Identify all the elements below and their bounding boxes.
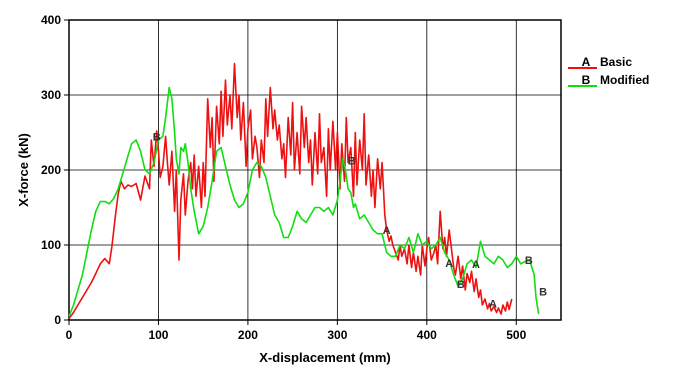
series-marker-label: A: [445, 258, 453, 270]
series-marker-label: A: [489, 299, 497, 311]
x-tick-label: 300: [327, 328, 347, 342]
grid: [69, 20, 561, 320]
y-axis-label: X-force (kN): [16, 133, 31, 207]
x-axis-label: X-displacement (mm): [259, 350, 390, 365]
legend-marker: B: [582, 73, 591, 87]
legend-marker: A: [582, 55, 591, 69]
series-marker-label: B: [153, 131, 161, 143]
series-layer: [68, 62, 540, 319]
axis-ticks: 0 100 200 300 400 500 0 100 200 300 400: [41, 13, 527, 342]
series-marker-label: A: [472, 259, 480, 271]
y-tick-label: 400: [41, 13, 61, 27]
y-tick-label: 100: [41, 238, 61, 252]
series-marker-label: B: [539, 287, 547, 299]
legend: A Basic B Modified: [568, 55, 649, 87]
x-tick-label: 200: [238, 328, 258, 342]
x-tick-label: 0: [66, 328, 73, 342]
y-tick-label: 300: [41, 88, 61, 102]
series-line-basic: [68, 62, 513, 319]
y-tick-label: 0: [54, 313, 61, 327]
series-marker-label: A: [383, 225, 391, 237]
x-tick-label: 100: [148, 328, 168, 342]
series-marker-label: B: [457, 279, 465, 291]
series-marker-label: B: [525, 255, 533, 267]
series-line-modified: [68, 86, 540, 317]
x-tick-label: 500: [506, 328, 526, 342]
legend-label: Basic: [600, 55, 632, 69]
series-marker-label: B: [348, 155, 356, 167]
x-tick-label: 400: [417, 328, 437, 342]
y-tick-label: 200: [41, 163, 61, 177]
legend-label: Modified: [600, 73, 649, 87]
